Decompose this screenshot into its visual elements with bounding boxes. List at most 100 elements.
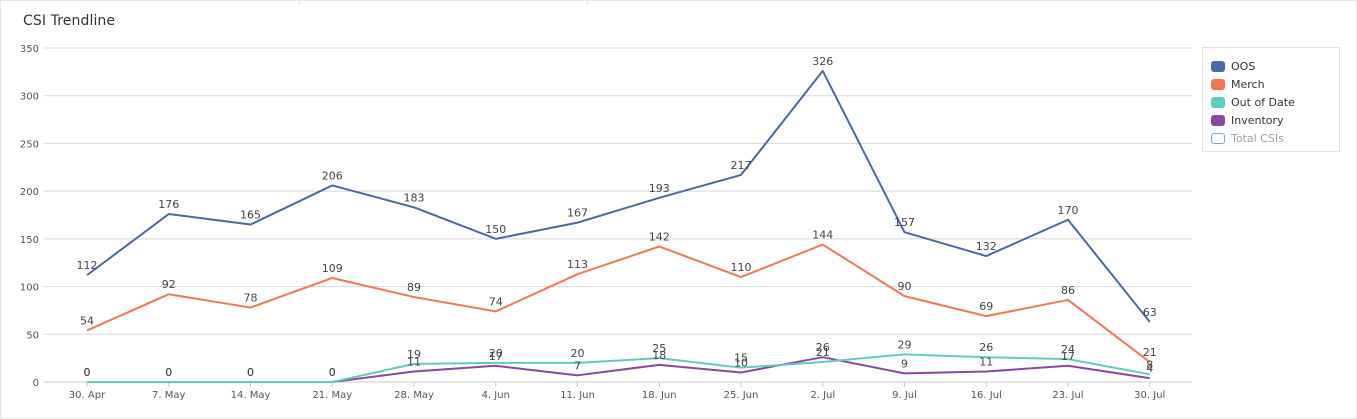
data-label: 10 (734, 356, 748, 369)
data-label: 18 (652, 349, 666, 362)
x-tick-label: 30. Apr (69, 390, 106, 401)
data-label: 90 (898, 280, 912, 293)
x-tick-label: 30. Jul (1134, 390, 1165, 401)
data-label: 112 (77, 259, 98, 272)
data-label: 54 (80, 314, 94, 327)
x-tick-label: 25. Jun (724, 390, 759, 401)
legend-swatch (1211, 60, 1225, 72)
y-tick-label: 100 (20, 283, 39, 294)
data-label: 0 (165, 366, 172, 379)
data-label: 0 (329, 366, 336, 379)
data-label: 21 (1143, 346, 1157, 359)
data-label: 113 (567, 258, 588, 271)
legend-item-inventory[interactable]: Inventory (1211, 111, 1339, 129)
data-label: 74 (489, 295, 503, 308)
data-label: 78 (244, 292, 258, 305)
legend-item-merch[interactable]: Merch (1211, 75, 1339, 93)
data-label: 0 (165, 366, 172, 379)
data-label: 206 (322, 169, 343, 182)
data-label: 21 (816, 346, 830, 359)
series-line-merch (86, 243, 1151, 363)
legend-label: Out of Date (1231, 95, 1295, 109)
x-tick-label: 14. May (231, 390, 271, 401)
data-label: 0 (84, 366, 91, 379)
y-tick-label: 350 (20, 44, 39, 55)
x-tick-label: 21. May (312, 390, 352, 401)
data-label: 69 (979, 300, 993, 313)
data-label: 217 (731, 159, 752, 172)
series-line-out-of-date (87, 353, 1150, 383)
data-label: 0 (247, 366, 254, 379)
legend-label: Merch (1231, 77, 1265, 91)
data-label: 176 (158, 198, 179, 211)
data-label: 326 (812, 55, 833, 68)
data-label: 25 (652, 342, 666, 355)
y-tick-label: 50 (26, 330, 39, 341)
data-label: 167 (567, 207, 588, 220)
data-label: 26 (816, 341, 830, 354)
data-label: 4 (1146, 362, 1153, 375)
data-label: 11 (407, 356, 421, 369)
x-tick-label: 23. Jul (1052, 390, 1083, 401)
x-tick-label: 18. Jun (642, 390, 677, 401)
data-label: 157 (894, 216, 915, 229)
legend-swatch (1211, 132, 1225, 144)
data-label: 132 (976, 240, 997, 253)
data-label: 20 (489, 347, 503, 360)
x-tick-label: 28. May (394, 390, 434, 401)
data-label: 110 (731, 261, 752, 274)
legend-swatch (1211, 96, 1225, 108)
data-label: 7 (574, 359, 581, 372)
chart-title: CSI Trendline (23, 13, 116, 29)
data-label: 170 (1058, 204, 1079, 217)
x-tick-label: 9. Jul (892, 390, 917, 401)
data-label: 0 (84, 366, 91, 379)
series-line-oos (86, 69, 1151, 323)
data-label: 86 (1061, 284, 1075, 297)
data-label: 20 (571, 347, 585, 360)
data-label: 142 (649, 230, 670, 243)
data-label: 15 (734, 352, 748, 365)
data-label: 183 (404, 191, 425, 204)
data-label: 29 (898, 338, 912, 351)
tab-divider (587, 1, 588, 5)
tab-divider (299, 1, 300, 5)
x-tick-label: 2. Jul (810, 390, 835, 401)
y-tick-label: 0 (33, 378, 39, 389)
data-label: 11 (979, 356, 993, 369)
legend-swatch (1211, 114, 1225, 126)
legend-label: Inventory (1231, 113, 1284, 127)
data-label: 63 (1143, 306, 1157, 319)
data-label: 89 (407, 281, 421, 294)
data-label: 9 (901, 357, 908, 370)
y-tick-label: 300 (20, 92, 39, 103)
legend-item-out-of-date[interactable]: Out of Date (1211, 93, 1339, 111)
data-label: 17 (1061, 350, 1075, 363)
data-label: 92 (162, 278, 176, 291)
legend-label: OOS (1231, 59, 1256, 73)
data-label: 24 (1061, 343, 1075, 356)
data-label: 193 (649, 182, 670, 195)
legend-swatch (1211, 78, 1225, 90)
data-label: 0 (329, 366, 336, 379)
data-label: 0 (247, 366, 254, 379)
data-label: 150 (485, 223, 506, 236)
data-label: 19 (407, 348, 421, 361)
data-label: 17 (489, 350, 503, 363)
chart-legend: OOS Merch Out of Date Inventory Total CSIs (1202, 47, 1340, 152)
y-tick-label: 250 (20, 139, 39, 150)
x-tick-label: 16. Jul (971, 390, 1002, 401)
y-tick-label: 200 (20, 187, 39, 198)
y-tick-label: 150 (20, 235, 39, 246)
data-label: 144 (812, 229, 833, 242)
legend-label: Total CSIs (1231, 131, 1284, 145)
legend-item-total-csis[interactable]: Total CSIs (1211, 129, 1339, 147)
x-tick-label: 11. Jun (560, 390, 595, 401)
legend-item-oos[interactable]: OOS (1211, 57, 1339, 75)
data-label: 26 (979, 341, 993, 354)
x-tick-label: 4. Jun (482, 390, 510, 401)
x-tick-label: 7. May (152, 390, 185, 401)
data-label: 8 (1146, 358, 1153, 371)
